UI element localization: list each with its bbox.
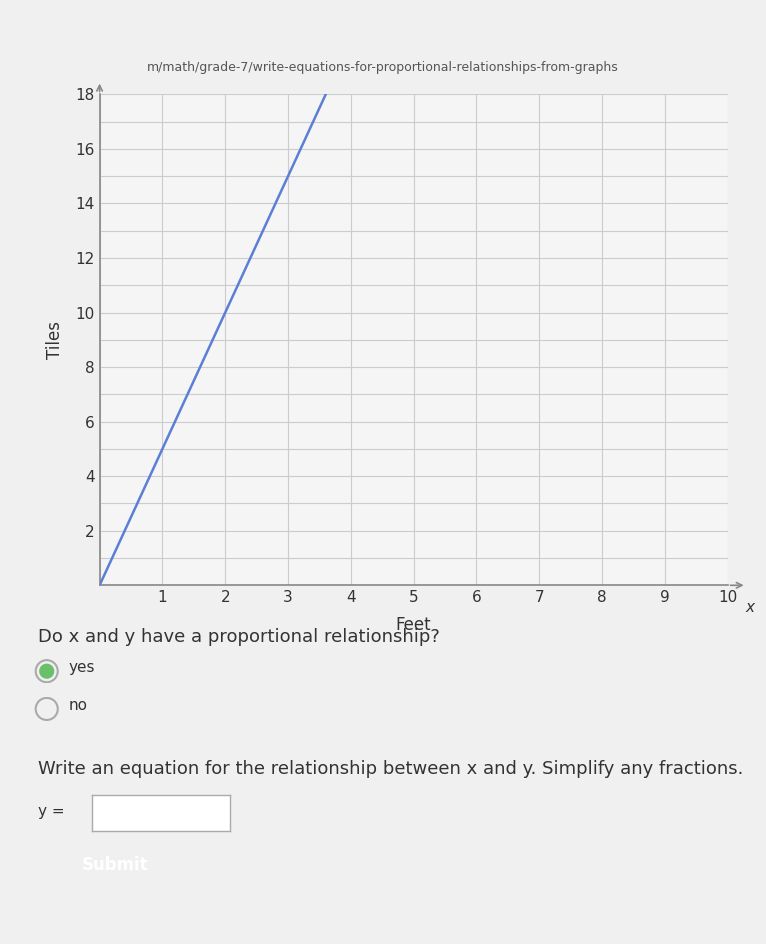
Text: m/math/grade-7/write-equations-for-proportional-relationships-from-graphs: m/math/grade-7/write-equations-for-propo… — [147, 61, 619, 75]
Text: y =: y = — [38, 804, 65, 819]
Text: Write an equation for the relationship between x and y. Simplify any fractions.: Write an equation for the relationship b… — [38, 760, 744, 778]
Circle shape — [40, 665, 54, 678]
Text: x: x — [745, 599, 755, 615]
X-axis label: Feet: Feet — [396, 616, 431, 634]
Text: no: no — [69, 698, 88, 713]
Text: Do x and y have a proportional relationship?: Do x and y have a proportional relations… — [38, 628, 440, 646]
Text: yes: yes — [69, 660, 96, 675]
Y-axis label: Tiles: Tiles — [46, 321, 64, 359]
Text: Submit: Submit — [82, 855, 148, 874]
